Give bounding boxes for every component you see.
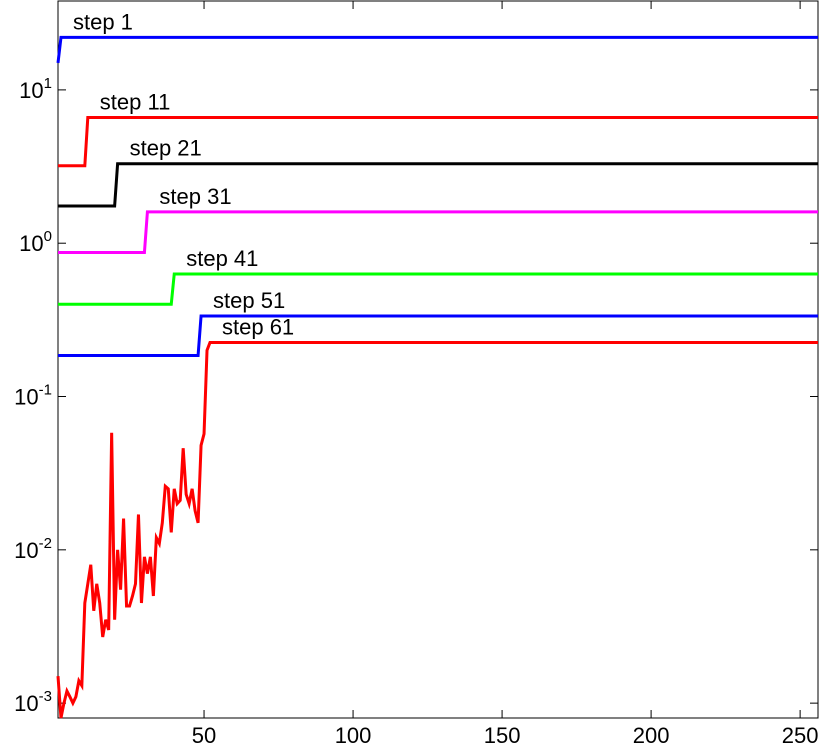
plot-frame bbox=[57, 0, 819, 719]
y-tick-base: 10 bbox=[19, 231, 43, 256]
series-label: step 51 bbox=[213, 288, 285, 313]
y-tick-exponent: -2 bbox=[39, 535, 52, 552]
y-tick-base: 10 bbox=[19, 78, 43, 103]
y-tick-label: 100 bbox=[19, 228, 52, 256]
y-tick-label: 10-1 bbox=[14, 382, 52, 410]
series-label: step 41 bbox=[186, 246, 258, 271]
series-label: step 21 bbox=[130, 136, 202, 161]
series-line bbox=[56, 35, 818, 64]
series-line bbox=[58, 314, 818, 358]
y-tick-base: 10 bbox=[14, 385, 38, 410]
series-line bbox=[58, 210, 818, 254]
series-label: step 1 bbox=[73, 9, 133, 34]
series-line bbox=[56, 341, 818, 719]
series-label: step 31 bbox=[159, 184, 231, 209]
y-tick-label: 10-3 bbox=[14, 688, 52, 716]
series-line bbox=[58, 116, 818, 168]
y-tick-label: 101 bbox=[19, 75, 52, 103]
y-tick-exponent: -3 bbox=[39, 688, 52, 705]
y-tick-exponent: -1 bbox=[39, 382, 52, 399]
y-tick-label: 10-2 bbox=[14, 535, 52, 563]
x-tick-label: 250 bbox=[782, 723, 819, 748]
series-label: step 61 bbox=[222, 315, 294, 340]
x-tick-label: 150 bbox=[484, 723, 521, 748]
y-tick-exponent: 0 bbox=[44, 228, 52, 245]
y-tick-base: 10 bbox=[14, 538, 38, 563]
x-tick-label: 200 bbox=[633, 723, 670, 748]
series-line bbox=[58, 162, 818, 208]
x-tick-label: 50 bbox=[192, 723, 216, 748]
series-label: step 11 bbox=[100, 90, 171, 115]
series-line bbox=[58, 272, 818, 306]
y-tick-base: 10 bbox=[14, 691, 38, 716]
x-tick-label: 100 bbox=[335, 723, 372, 748]
y-tick-exponent: 1 bbox=[44, 75, 52, 92]
